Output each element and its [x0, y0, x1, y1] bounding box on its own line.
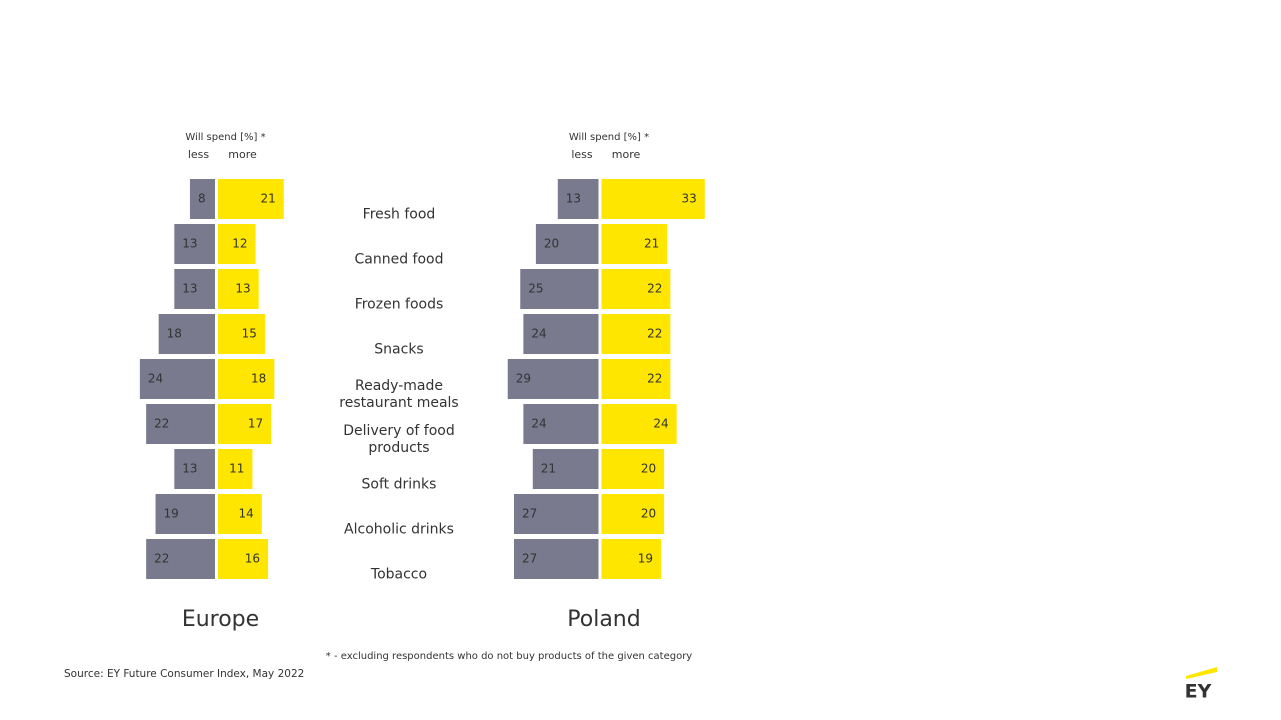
bar-less	[174, 269, 215, 309]
legend-label: more	[228, 148, 257, 161]
bar-more	[218, 494, 262, 534]
value-label: 29	[516, 372, 531, 386]
value-label: 19	[164, 507, 179, 521]
legend-label: more	[612, 148, 641, 161]
value-label: 8	[198, 192, 206, 206]
value-label: 16	[245, 552, 260, 566]
logo: EY	[1185, 681, 1212, 703]
bar-less	[155, 494, 215, 534]
value-label: 25	[528, 282, 543, 296]
bar-less	[174, 224, 215, 264]
value-label: 22	[154, 417, 169, 431]
bar-more	[601, 179, 705, 219]
bar-less	[523, 314, 599, 354]
bar-less	[146, 404, 215, 444]
bar-more	[601, 224, 668, 264]
bar-more	[218, 179, 284, 219]
bar-more	[218, 224, 256, 264]
bar-more	[601, 359, 671, 399]
bar-more	[601, 449, 665, 489]
category-label: Snacks	[374, 341, 424, 358]
value-label: 24	[531, 327, 546, 341]
header: Will spend [%] *	[569, 132, 649, 143]
category-label: Soft drinks	[361, 476, 437, 493]
value-label: 27	[522, 507, 537, 521]
value-label: 15	[242, 327, 257, 341]
bar-less	[139, 359, 215, 399]
logo-slash	[1186, 667, 1217, 679]
bar-less	[513, 494, 599, 534]
bar-more	[218, 269, 259, 309]
chart-title: Europe	[182, 607, 259, 632]
bar-more	[601, 494, 665, 534]
category-label: Tobacco	[370, 566, 428, 583]
bar-less	[513, 539, 599, 579]
category-label: Frozen foods	[354, 296, 444, 313]
bar-more	[218, 404, 272, 444]
value-label: 12	[232, 237, 247, 251]
value-label: 13	[182, 282, 197, 296]
legend-label: less	[571, 148, 593, 161]
category-label: Alcoholic drinks	[344, 521, 454, 538]
value-label: 13	[566, 192, 581, 206]
value-label: 17	[248, 417, 263, 431]
bar-less	[507, 359, 599, 399]
category-label: Delivery of food products	[343, 423, 455, 456]
bar-more	[601, 539, 661, 579]
bar-less	[158, 314, 215, 354]
value-label: 19	[638, 552, 653, 566]
category-label: Fresh food	[362, 206, 436, 223]
bar-less	[520, 269, 599, 309]
bar-more	[601, 314, 671, 354]
bar-less	[532, 449, 599, 489]
bar-more	[601, 269, 671, 309]
bar-less	[189, 179, 215, 219]
value-label: 11	[229, 462, 244, 476]
source: Source: EY Future Consumer Index, May 20…	[64, 668, 304, 680]
bar-more	[601, 404, 677, 444]
value-label: 21	[541, 462, 556, 476]
legend-label: less	[188, 148, 210, 161]
value-label: 21	[644, 237, 659, 251]
value-label: 33	[682, 192, 697, 206]
value-label: 20	[544, 237, 559, 251]
bar-less	[523, 404, 599, 444]
bar-less	[535, 224, 599, 264]
value-label: 20	[641, 462, 656, 476]
value-label: 24	[148, 372, 163, 386]
footnote: * - excluding respondents who do not buy…	[326, 651, 693, 662]
value-label: 18	[167, 327, 182, 341]
header: Will spend [%] *	[185, 132, 265, 143]
value-label: 22	[647, 327, 662, 341]
category-label: Ready-made restaurant meals	[339, 378, 459, 411]
value-label: 13	[182, 462, 197, 476]
value-label: 22	[647, 282, 662, 296]
bar-more	[218, 539, 269, 579]
value-label: 22	[154, 552, 169, 566]
value-label: 27	[522, 552, 537, 566]
bar-more	[218, 449, 253, 489]
bar-less	[557, 179, 599, 219]
value-label: 24	[653, 417, 668, 431]
bar-more	[218, 359, 275, 399]
chart-title: Poland	[567, 607, 640, 632]
bar-less	[174, 449, 215, 489]
value-label: 14	[239, 507, 254, 521]
value-label: 18	[251, 372, 266, 386]
value-label: 24	[531, 417, 546, 431]
bar-less	[146, 539, 215, 579]
category-label: Canned food	[354, 251, 444, 268]
value-label: 13	[182, 237, 197, 251]
value-label: 13	[235, 282, 250, 296]
bar-more	[218, 314, 265, 354]
value-label: 20	[641, 507, 656, 521]
value-label: 21	[260, 192, 275, 206]
value-label: 22	[647, 372, 662, 386]
